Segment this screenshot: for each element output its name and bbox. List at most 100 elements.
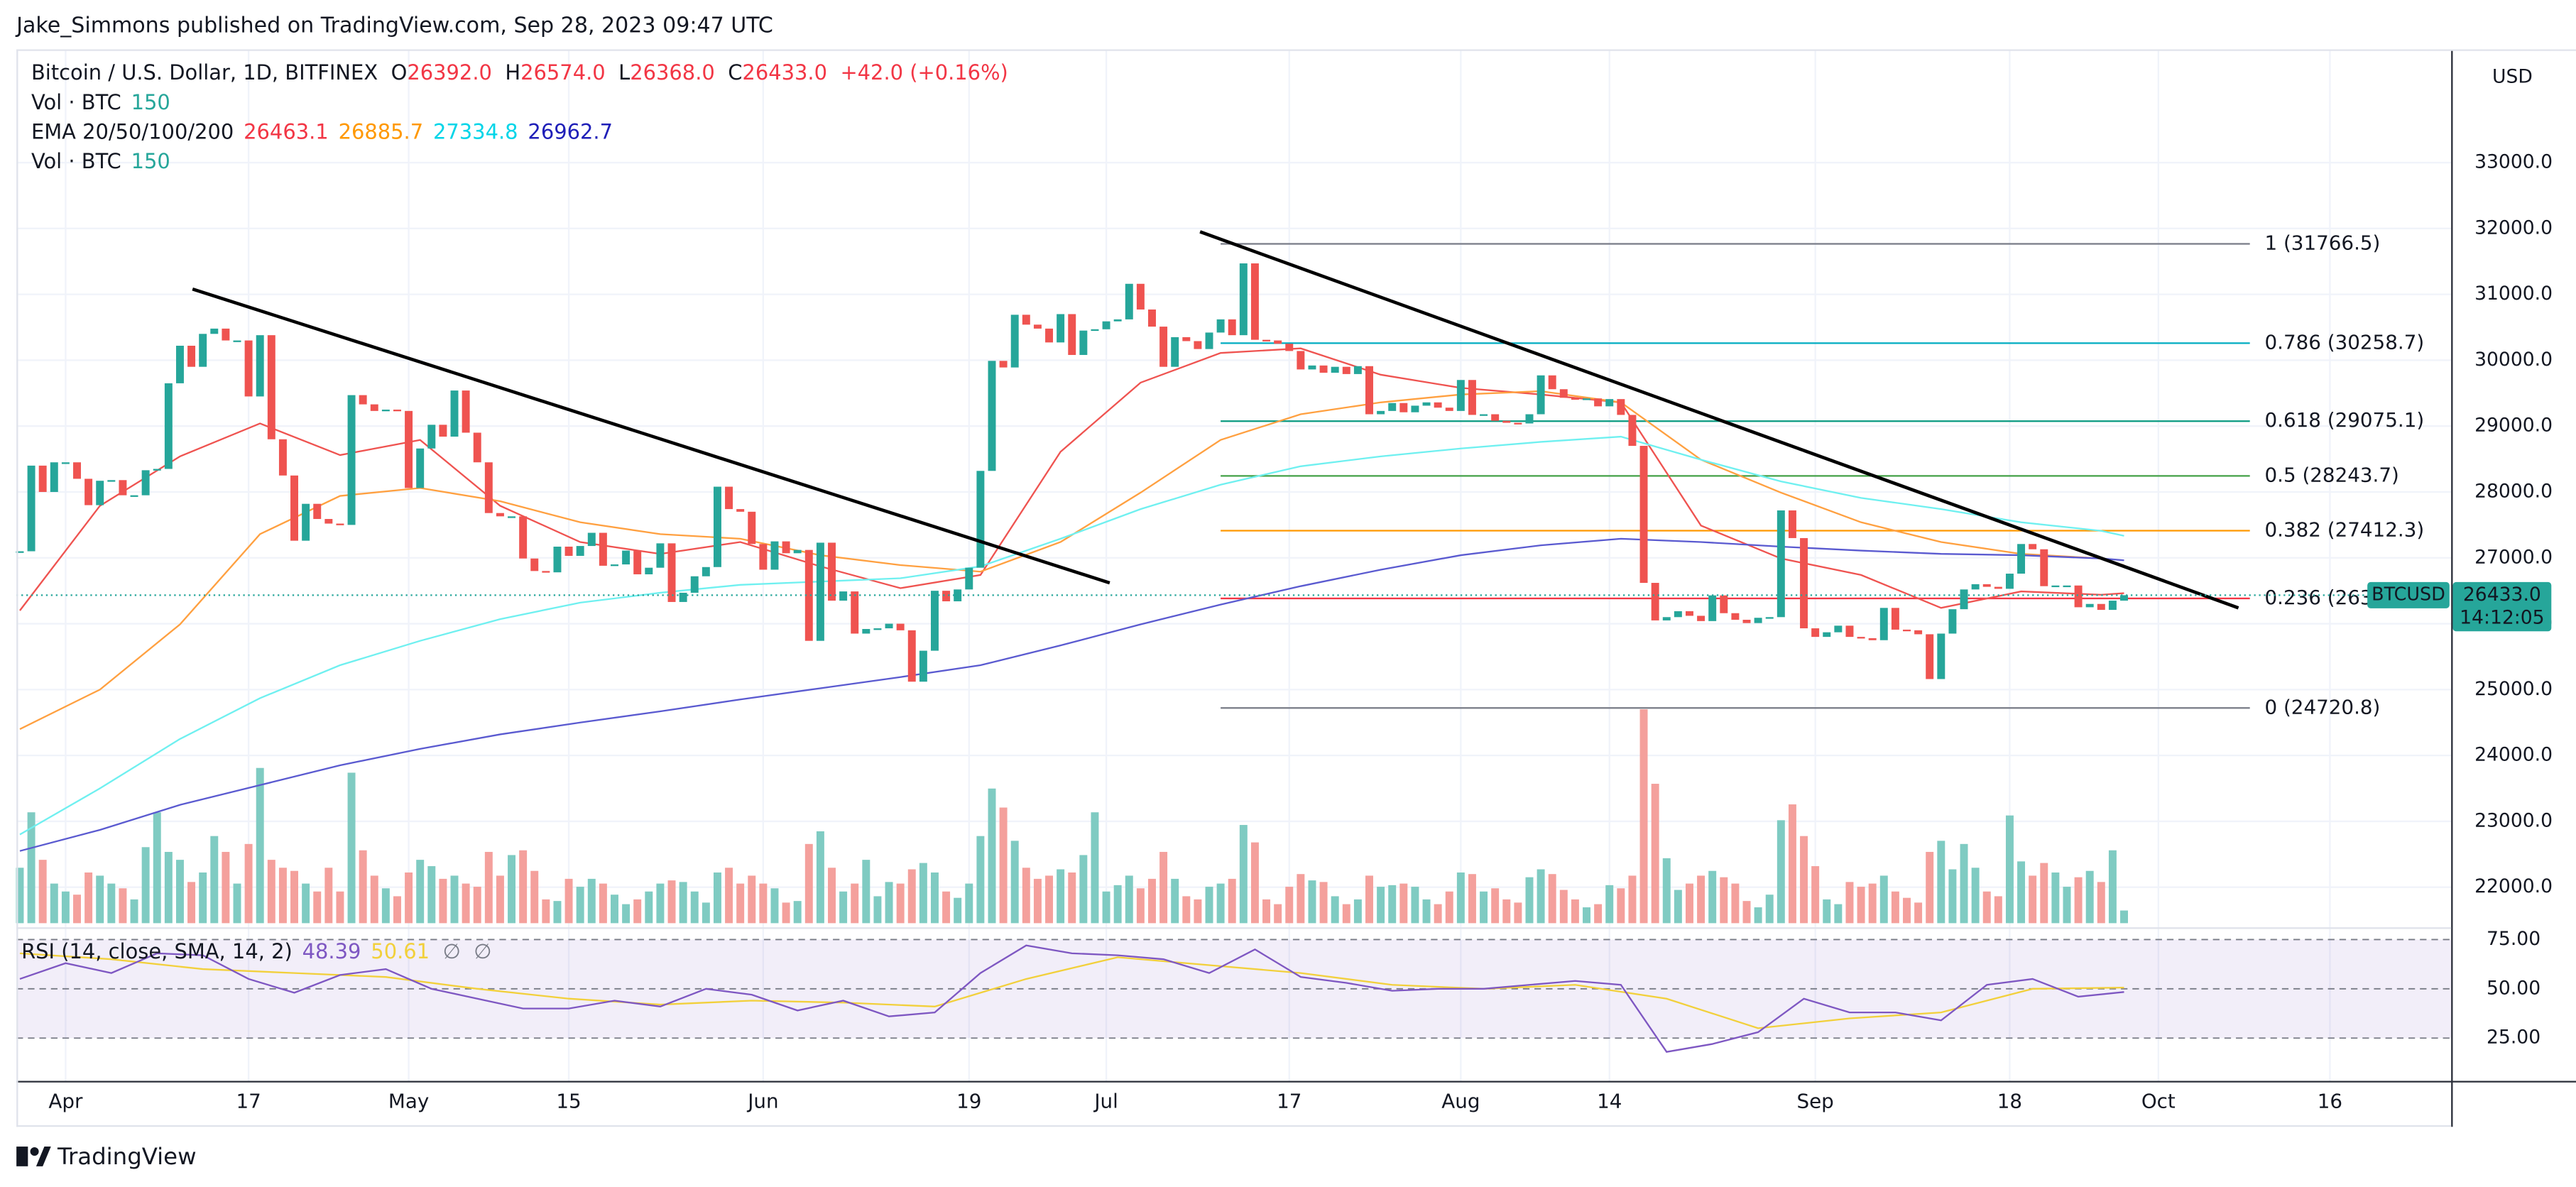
currency-label[interactable]: USD [2492,65,2533,87]
volume-bar [1319,882,1328,924]
candle [988,361,996,471]
volume-bar [1548,874,1556,924]
header: Jake_Simmons published on TradingView.co… [15,13,1008,963]
rsi-pane [16,939,2452,1053]
candle [1754,618,1762,623]
volume-bar [770,888,779,924]
volume-bar [1514,902,1522,924]
candle [164,383,173,469]
fib-label: 0.786 (30258.7) [2265,330,2425,354]
candle [1971,584,1980,590]
candle [1125,283,1133,319]
candle [1388,403,1397,411]
ema-value: 26463.1 [244,119,329,143]
volume-bar [611,895,618,924]
candle [2040,549,2048,586]
volume-bar [2120,910,2128,924]
volume-bar [1960,843,1968,924]
volume-bar [1411,887,1419,924]
volume-bar [954,897,962,924]
candle [1113,319,1122,322]
candle [1399,403,1408,412]
volume-bar [1297,874,1305,924]
volume-bar [1445,891,1453,924]
volume-bar [1788,804,1796,924]
rsi-tick-label: 50.00 [2487,977,2540,999]
volume-bar [1091,812,1099,924]
candle [141,470,150,496]
candle [645,567,653,574]
change: +42.0 (+0.16%) [840,60,1008,84]
volume-bar [1948,869,1957,924]
volume-bar [50,883,58,924]
volume-bar [1708,870,1717,924]
ema-line [19,435,2124,836]
candle [1891,608,1899,630]
candle [599,532,607,566]
volume-bar [1182,896,1191,924]
candle [1502,420,1511,423]
footer-brand[interactable]: TradingView [57,1143,197,1170]
candle [313,503,322,520]
candle [324,519,333,524]
volume-bar [2005,815,2014,924]
candle [702,567,710,576]
candle [450,390,459,437]
candle [919,650,927,682]
candle [679,592,687,602]
volume-bar [839,891,848,924]
candle [999,361,1008,368]
volume-bar [119,888,127,924]
publish-info: Jake_Simmons published on TradingView.co… [15,13,773,38]
rsi-extra: ∅ [474,939,491,963]
volume-bar [851,883,859,924]
volume-bar [27,812,36,924]
candle [1525,414,1534,424]
candle [542,571,550,573]
fib-retracement: 1 (31766.5) 0.786 (30258.7) 0.618 (29075.1… [1221,231,2424,718]
candle [1639,446,1648,584]
candle [1468,380,1476,415]
volume-bar [256,767,264,924]
candle [1250,263,1259,340]
candle [222,328,230,341]
candle [530,558,539,571]
candle [748,511,756,545]
candle [2085,603,2094,608]
volume-legend: Vol · BTC 150 [31,149,170,173]
candle [1960,589,1968,610]
candle [1548,375,1556,390]
volume-bar [2108,850,2117,924]
candle [302,503,310,541]
volume-bar [1228,878,1236,924]
candle [2108,601,2117,611]
volume-bar [278,868,287,924]
volume-bar [679,882,687,924]
volume-bar [1113,885,1122,924]
volume-bar [942,891,951,924]
volume-bar [370,875,378,924]
candle [1331,366,1339,373]
candle [2063,585,2071,588]
volume-bar [1617,888,1625,924]
candle [576,546,584,556]
volume-bar [2017,861,2026,924]
volume-bar [1491,888,1500,924]
candle [2051,585,2060,588]
candle [1480,414,1488,416]
x-tick-label: 17 [1277,1090,1301,1113]
rsi-value: 48.39 [302,939,361,963]
candle [1205,332,1213,349]
volume-bar [1982,891,1991,924]
fib-label: 0.618 (29075.1) [2265,408,2425,432]
volume-bar [1742,901,1751,924]
x-tick-label: Jul [1093,1090,1118,1113]
volume-bar [16,868,24,924]
volume-bar [1697,875,1705,924]
volume-bar [1365,875,1373,924]
candle [896,623,905,630]
volume-bar [976,836,985,924]
volume-bar [1720,877,1728,924]
candle [1239,263,1248,336]
candle [1628,415,1637,447]
